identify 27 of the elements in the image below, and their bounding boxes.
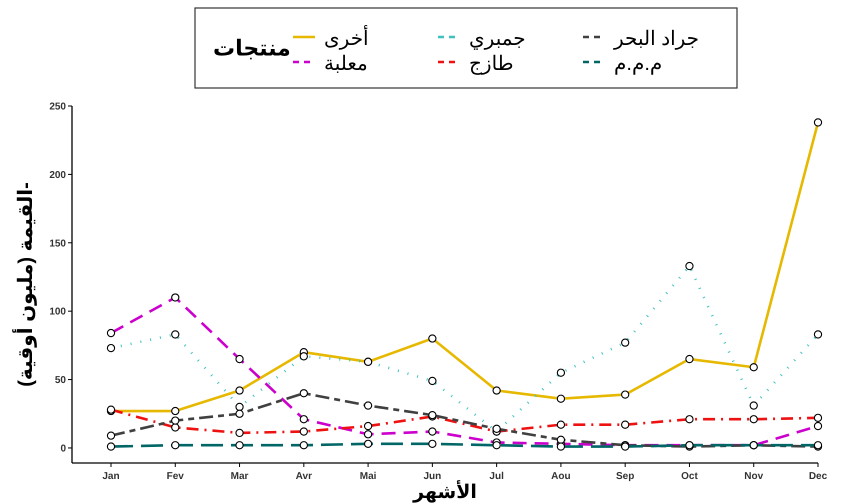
- x-tick-label: Mai: [360, 471, 377, 482]
- x-tick-label: Jun: [423, 471, 442, 482]
- x-axis-title: الأشهر: [412, 480, 477, 503]
- x-tick-label: Avr: [296, 471, 312, 482]
- y-tick-label: 200: [49, 170, 66, 181]
- y-tick-label: 250: [49, 102, 66, 112]
- x-tick-label: Oct: [681, 471, 698, 482]
- legend-label: م.م.م: [614, 53, 662, 75]
- x-tick-label: Nov: [744, 471, 764, 482]
- y-tick-label: 150: [49, 238, 66, 250]
- y-tick-label: 100: [49, 306, 66, 318]
- legend-label: أخرى: [324, 25, 369, 50]
- y-tick-label: 0: [60, 443, 66, 454]
- y-axis-title: القيمة (مليون أوقية)-: [12, 182, 37, 387]
- y-tick-label: 50: [54, 375, 66, 386]
- x-tick-label: Fev: [166, 471, 184, 482]
- legend-title: منتجات: [213, 36, 291, 61]
- x-tick-label: Mar: [230, 471, 249, 482]
- x-tick-label: Sep: [616, 471, 634, 482]
- x-tick-label: Jul: [489, 471, 504, 482]
- legend-label: جراد البحر: [613, 28, 700, 50]
- legend-label: جمبري: [469, 28, 526, 50]
- x-tick-label: Dec: [808, 471, 828, 482]
- legend-label: معلبة: [324, 53, 368, 75]
- x-tick-label: Jan: [102, 471, 120, 482]
- legend-label: طازج: [469, 53, 514, 75]
- x-tick-label: Aou: [551, 471, 571, 482]
